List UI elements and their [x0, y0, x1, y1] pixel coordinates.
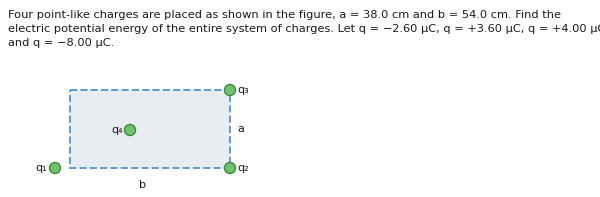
Text: electric potential energy of the entire system of charges. Let q = −2.60 μC, q =: electric potential energy of the entire … [8, 24, 600, 34]
Text: a: a [238, 124, 244, 134]
Text: q₄: q₄ [111, 125, 122, 135]
Text: Four point-like charges are placed as shown in the figure, a = 38.0 cm and b = 5: Four point-like charges are placed as sh… [8, 10, 561, 20]
Text: q₂: q₂ [238, 163, 249, 173]
Text: q₃: q₃ [238, 85, 249, 95]
Circle shape [49, 163, 61, 174]
Text: and q = −8.00 μC.: and q = −8.00 μC. [8, 38, 114, 48]
Circle shape [125, 125, 136, 136]
Text: b: b [139, 180, 146, 190]
Circle shape [224, 85, 235, 96]
Text: q₁: q₁ [36, 163, 47, 173]
Bar [70, 90, 230, 168]
Circle shape [224, 163, 235, 174]
